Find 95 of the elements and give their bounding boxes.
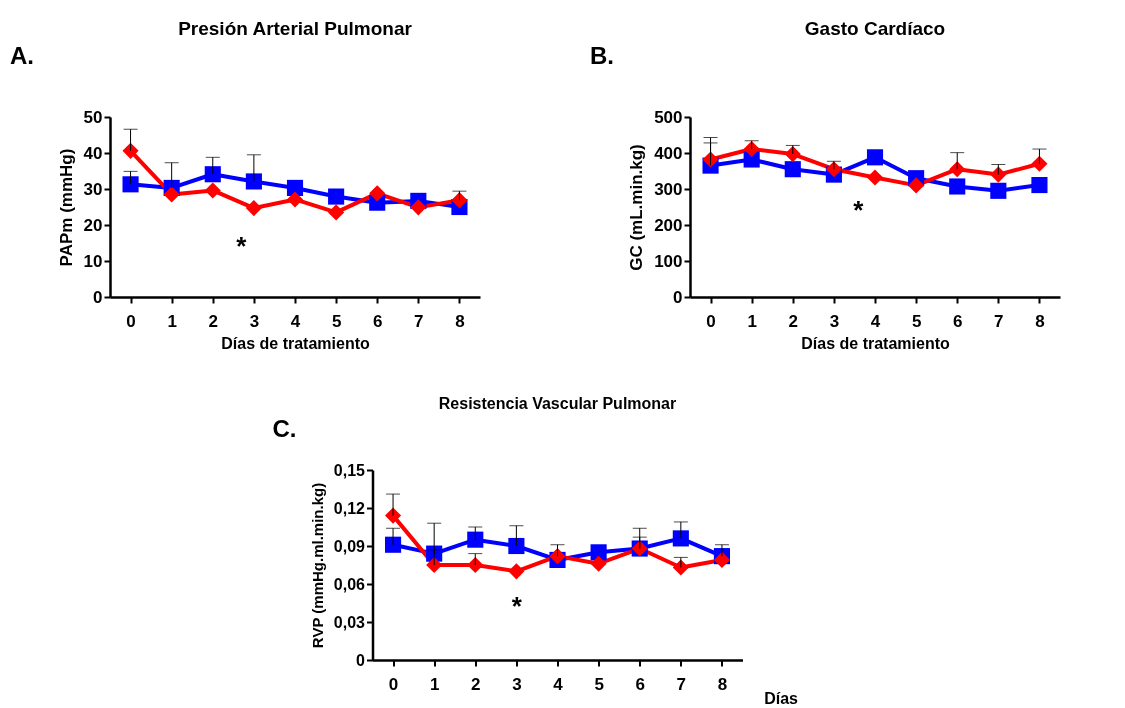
- y-tick-label: 0: [93, 287, 103, 307]
- y-tick-label: 0,12: [333, 499, 366, 517]
- x-tick-label: 2: [208, 311, 219, 331]
- y-tick-label: 20: [83, 215, 103, 235]
- x-tick-label: 5: [331, 311, 342, 331]
- annotation: *: [511, 590, 523, 621]
- point: [990, 166, 1007, 183]
- y-axis-title: RVP (mmHg.ml.min.kg): [308, 482, 326, 649]
- x-tick-label: 4: [553, 674, 564, 694]
- chart-title: Resistencia Vascular Pulmonar: [438, 395, 677, 412]
- y-tick-label: 400: [654, 143, 683, 163]
- x-tick-label: 6: [635, 674, 645, 694]
- chart-title: Presión Arterial Pulmonar: [178, 18, 413, 39]
- x-axis-title: Días de tratamiento: [221, 334, 370, 352]
- x-tick-label: 8: [717, 674, 728, 694]
- point: [508, 563, 525, 580]
- point: [328, 204, 345, 221]
- x-tick-label: 4: [290, 311, 301, 331]
- point: [163, 186, 180, 203]
- point: [1031, 155, 1048, 172]
- point: [866, 169, 884, 186]
- x-tick-label: 2: [471, 674, 481, 694]
- point: [467, 556, 484, 574]
- x-tick-label: 7: [994, 311, 1004, 331]
- y-tick-label: 30: [83, 179, 103, 199]
- y-tick-label: 0,15: [333, 461, 366, 479]
- x-tick-label: 7: [414, 311, 424, 331]
- x-tick-label: 2: [788, 311, 799, 331]
- x-tick-label: 3: [512, 674, 522, 694]
- x-tick-label: 7: [676, 674, 687, 694]
- annotation: *: [853, 194, 865, 225]
- x-tick-label: 1: [167, 311, 177, 331]
- point: [410, 199, 427, 216]
- point: [384, 536, 402, 553]
- text: C.: [272, 415, 297, 442]
- x-tick-label: 0: [126, 311, 136, 331]
- point: [784, 161, 801, 178]
- x-tick-label: 4: [870, 311, 881, 331]
- x-tick-label: 1: [429, 674, 440, 694]
- y-tick-label: 0,03: [333, 613, 366, 631]
- text: B.: [590, 42, 614, 69]
- point: [743, 140, 760, 158]
- point: [245, 173, 262, 190]
- point: [590, 544, 607, 561]
- text: A.: [10, 42, 34, 69]
- chart-title: Gasto Cardíaco: [804, 18, 946, 39]
- x-tick-label: 5: [911, 311, 922, 331]
- point: [949, 178, 966, 195]
- x-tick-label: 6: [952, 311, 963, 331]
- point: [286, 191, 304, 208]
- point: [990, 182, 1007, 199]
- y-tick-label: 500: [654, 107, 683, 127]
- y-tick-label: 10: [83, 251, 103, 271]
- point: [908, 177, 925, 194]
- x-tick-label: 8: [455, 311, 465, 331]
- x-tick-label: 3: [249, 311, 260, 331]
- x-axis-title: Días: [764, 689, 799, 707]
- point: [204, 166, 221, 183]
- x-tick-label: 5: [594, 674, 604, 694]
- point: [245, 200, 262, 217]
- x-tick-label: 6: [372, 311, 383, 331]
- y-tick-label: 40: [83, 143, 103, 163]
- x-tick-label: 0: [388, 674, 399, 694]
- point: [328, 188, 345, 205]
- annotation: *: [236, 230, 248, 261]
- y-tick-label: 100: [654, 251, 683, 271]
- point: [508, 537, 525, 555]
- x-tick-label: 1: [747, 311, 757, 331]
- x-axis-title: Días de tratamiento: [801, 334, 950, 352]
- point: [949, 161, 966, 178]
- point: [1031, 176, 1048, 194]
- point: [784, 146, 801, 163]
- y-tick-label: 0,06: [333, 575, 366, 593]
- point: [467, 531, 484, 548]
- point: [122, 176, 139, 193]
- point: [590, 555, 607, 572]
- point: [672, 530, 689, 547]
- point: [122, 142, 139, 159]
- x-tick-label: 0: [706, 311, 716, 331]
- point: [204, 182, 221, 199]
- y-tick-label: 0,09: [333, 537, 366, 555]
- x-tick-label: 8: [1035, 311, 1045, 331]
- point: [286, 179, 304, 196]
- x-tick-label: 3: [829, 311, 840, 331]
- y-tick-label: 0: [356, 651, 366, 669]
- y-axis-title: PAPm (mmHg): [56, 148, 76, 267]
- point: [451, 192, 468, 209]
- y-tick-label: 300: [654, 179, 683, 199]
- y-axis-title: GC (mL.min.kg): [627, 144, 647, 271]
- point: [866, 149, 884, 166]
- y-tick-label: 200: [654, 215, 683, 235]
- y-tick-label: 0: [673, 287, 683, 307]
- y-tick-label: 50: [83, 107, 103, 127]
- point: [369, 185, 386, 202]
- point: [672, 559, 689, 576]
